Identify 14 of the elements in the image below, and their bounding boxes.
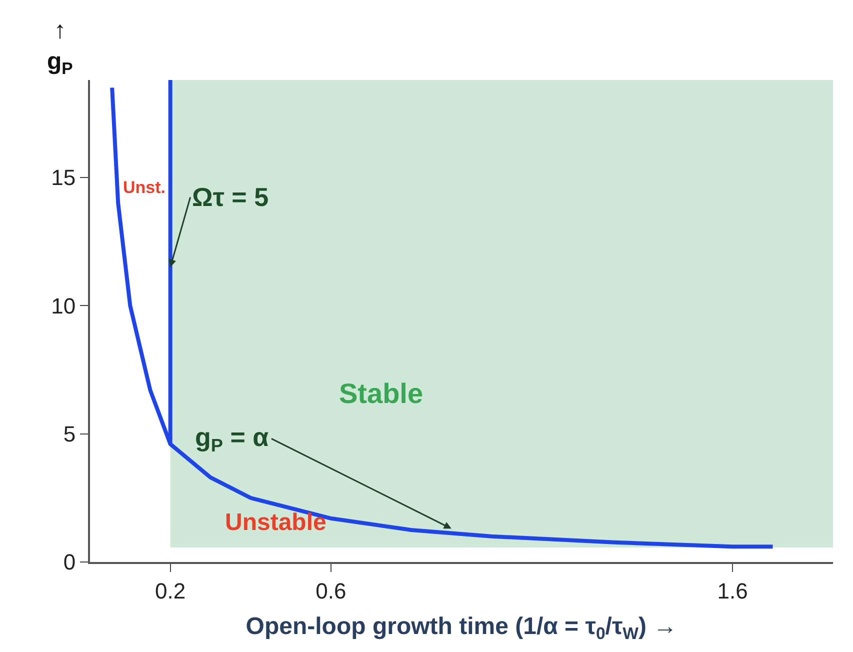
x-tick-label: 0.2 — [155, 578, 186, 604]
y-tick-label: 15 — [51, 165, 76, 190]
y-axis-title: ↑ g$_{P}$ — [47, 17, 73, 78]
band-label: Stable — [339, 378, 424, 409]
annotation: Unstable — [225, 509, 326, 536]
annotation: g$_{P}$ = α — [195, 422, 269, 456]
y-tick-label: 0 — [63, 550, 76, 575]
x-axis-title: Open-loop growth time (1/α = τ$_{0}$/τ$_{W}$) → — [246, 613, 678, 644]
y-tick-label: 10 — [51, 293, 76, 318]
x-tick-label: 1.6 — [717, 578, 748, 604]
y-tick-label: 5 — [63, 422, 76, 447]
x-tick-label: 0.6 — [316, 578, 346, 604]
annotation: Unst. — [123, 178, 166, 197]
annotation: Ωτ = 5 — [192, 182, 269, 212]
